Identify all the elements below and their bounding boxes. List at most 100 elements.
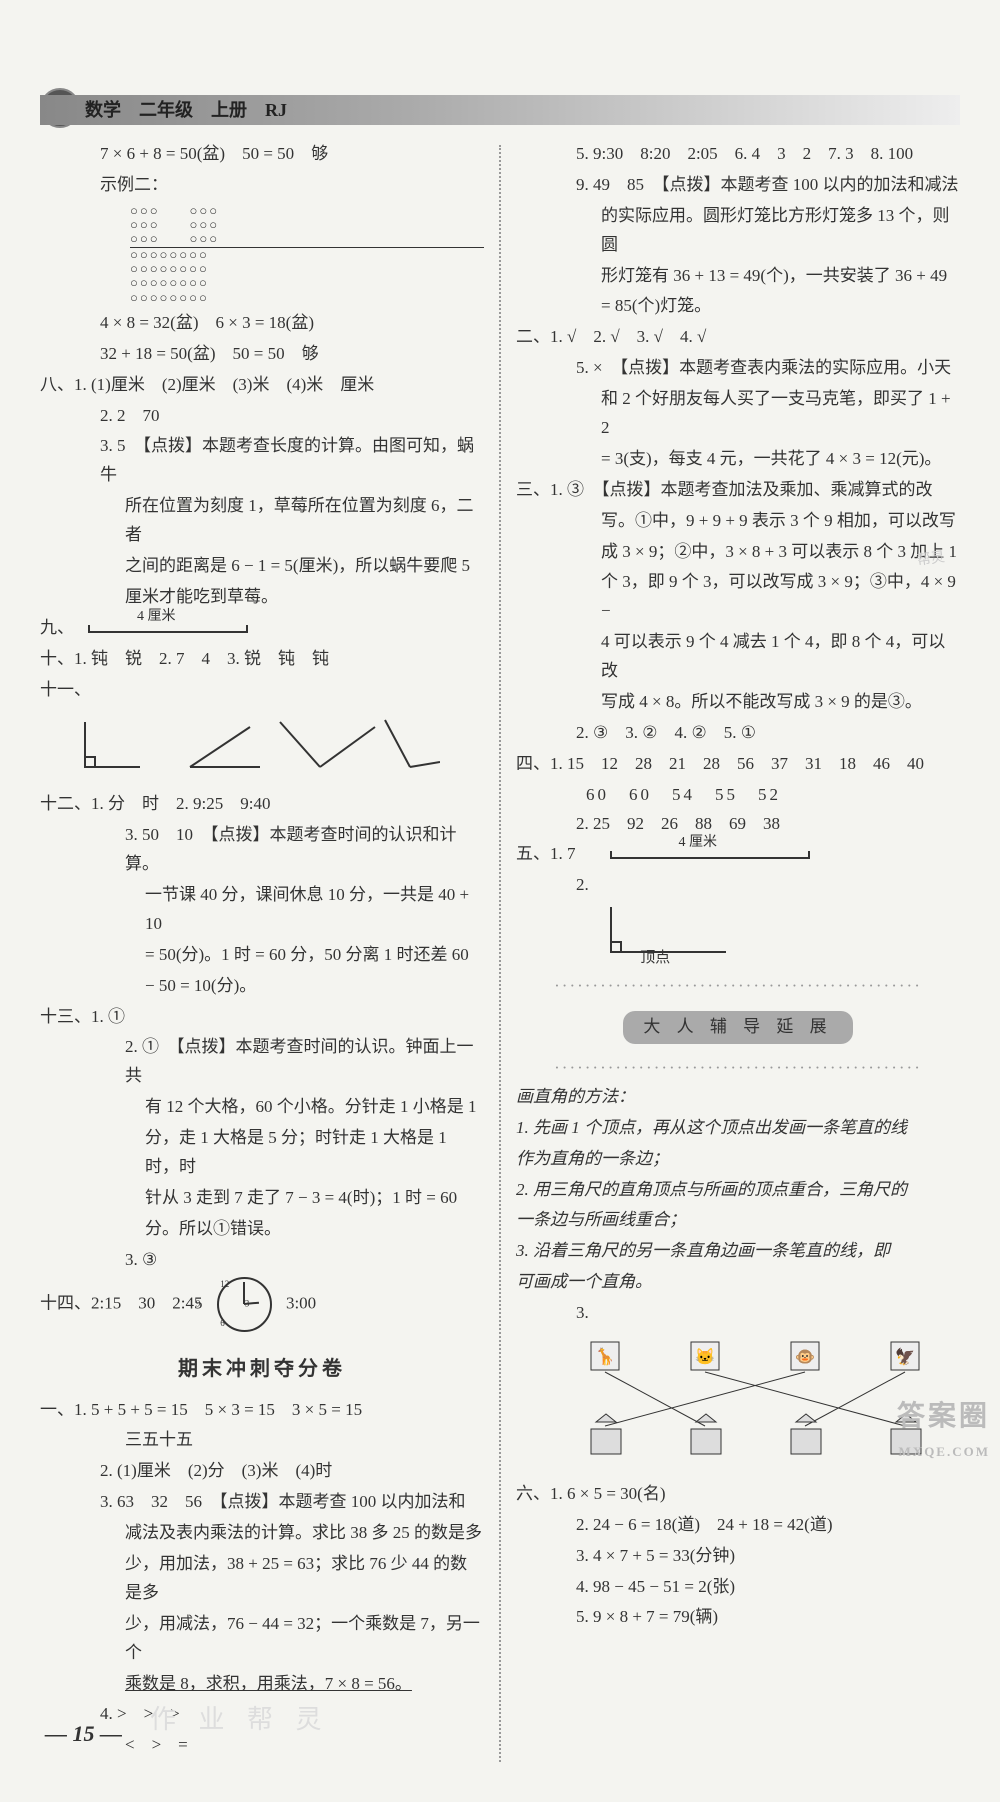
ruler-icon: 4 厘米 [610, 849, 810, 859]
section-fourteen: 十四、2:15 30 2:45 12 6 3 9 3:00 [40, 1277, 484, 1332]
label: 五、1. 7 [516, 844, 576, 863]
text-line: 2. ③ 3. ② 4. ② 5. ① [516, 719, 960, 748]
dotted-separator: ········································… [516, 1054, 960, 1083]
text-line: 4 可以表示 9 个 4 减去 1 个 4，即 8 个 4，可以改 [516, 628, 960, 686]
dot-pattern: ○○○ ○○○ ○○○ ○○○ ○○○ ○○○ ○○○○○○○○ ○○○○○○○… [130, 204, 484, 305]
text-line: 2. 用三角尺的直角顶点与所画的顶点重合，三角尺的 [516, 1176, 960, 1205]
s14-text-b: 3:00 [286, 1293, 316, 1312]
pattern-row: ○○○○○○○○ [130, 276, 484, 290]
text-line: 三五十五 [40, 1426, 484, 1455]
text-line: 3. 沿着三角尺的另一条直角边画一条笔直的线，即 [516, 1237, 960, 1266]
text-line: 示例二： [40, 171, 484, 200]
svg-text:🦅: 🦅 [895, 1347, 915, 1366]
pattern-row: ○○○○○○○○ [130, 248, 484, 262]
text-line: 之间的距离是 6 − 1 = 5(厘米)，所以蜗牛要爬 5 [40, 552, 484, 581]
text-line: 一条边与所画线重合； [516, 1206, 960, 1235]
text-line: 二、1. √ 2. √ 3. √ 4. √ [516, 323, 960, 352]
svg-text:🐱: 🐱 [695, 1348, 715, 1366]
right-column: 5. 9:30 8:20 2:05 6. 4 3 2 7. 3 8. 100 9… [501, 140, 960, 1762]
text-line: 5. × 【点拨】本题考查表内乘法的实际应用。小天 [516, 354, 960, 383]
text-line: 5. 9 × 8 + 7 = 79(辆) [516, 1603, 960, 1632]
section-nine: 九、 4 厘米 [40, 614, 484, 643]
two-column-content: 7 × 6 + 8 = 50(盆) 50 = 50 够 示例二： ○○○ ○○○… [40, 140, 960, 1762]
text-line: 和 2 个好朋友每人买了一支马克笔，即买了 1 + 2 [516, 385, 960, 443]
text-line: 3. 5 【点拨】本题考查长度的计算。由图可知，蜗牛 [40, 432, 484, 490]
text-line: 八、1. (1)厘米 (2)厘米 (3)米 (4)米 厘米 [40, 371, 484, 400]
text-line: 4. 98 − 45 − 51 = 2(张) [516, 1573, 960, 1602]
text-line: 作为直角的一条边； [516, 1145, 960, 1174]
pattern-row: ○○○○○○○○ [130, 262, 484, 276]
text-line: 画直角的方法： [516, 1083, 960, 1112]
text-line: 十、1. 钝 锐 2. 7 4 3. 锐 钝 钝 [40, 645, 484, 674]
text-line: 少，用加法，38 + 25 = 63；求比 76 少 44 的数是多 [40, 1550, 484, 1608]
text-line: 十二、1. 分 时 2. 9:25 9:40 [40, 790, 484, 819]
text-line: 2. 2 70 [40, 402, 484, 431]
text-line: 减法及表内乘法的计算。求比 38 多 25 的数是多 [40, 1519, 484, 1548]
text-line: 3. 63 32 56 【点拨】本题考查 100 以内加法和 [40, 1488, 484, 1517]
pattern-row: ○○○ ○○○ [130, 232, 484, 246]
text-line: = 50(分)。1 时 = 60 分，50 分离 1 时还差 60 [40, 941, 484, 970]
text-line: 3. [516, 1299, 960, 1328]
ruler-label: 4 厘米 [703, 831, 718, 855]
text-line: 4 × 8 = 32(盆) 6 × 3 = 18(盆) [40, 309, 484, 338]
text-line: 分，走 1 大格是 5 分；时针走 1 大格是 1 时，时 [40, 1124, 484, 1182]
text-line: 厘米才能吃到草莓。 [40, 583, 484, 612]
text-line: 个 3，即 9 个 3，可以改写成 3 × 9；③中，4 × 9 − [516, 568, 960, 626]
text-line: 分。所以①错误。 [40, 1215, 484, 1244]
text-line: 一节课 40 分，课间休息 10 分，一共是 40 + 10 [40, 881, 484, 939]
vertex-label: 顶点 [640, 950, 670, 966]
right-angle-diagram: 顶点 [596, 902, 960, 972]
text-line: 2. 25 92 26 88 69 38 [516, 810, 960, 839]
text-line: 32 + 18 = 50(盆) 50 = 50 够 [40, 340, 484, 369]
seal-stamp: 帮灵 [915, 546, 946, 573]
text-line: 2. [516, 871, 960, 900]
text-line: 所在位置为刻度 1，草莓所在位置为刻度 6，二者 [40, 492, 484, 550]
text-line: 乘数是 8，求积，用乘法，7 × 8 = 56。 [40, 1670, 484, 1699]
text-line: 2. (1)厘米 (2)分 (3)米 (4)时 [40, 1457, 484, 1486]
page-number: — 15 — [45, 1715, 122, 1752]
text-line: 十一、 [40, 676, 484, 705]
data-row: 60 60 54 55 52 [516, 781, 960, 810]
text-line: = 3(支)，每支 4 元，一共花了 4 × 3 = 12(元)。 [516, 445, 960, 474]
angles-svg [80, 712, 440, 772]
pattern-row: ○○○ ○○○ [130, 218, 484, 232]
text-line: = 85(个)灯笼。 [516, 292, 960, 321]
pattern-row: ○○○ ○○○ [130, 204, 484, 218]
section-five-1: 五、1. 7 4 厘米 [516, 840, 960, 869]
text-line: 2. ① 【点拨】本题考查时间的认识。钟面上一共 [40, 1033, 484, 1091]
wm-text: 答案圈 [897, 1401, 990, 1432]
text-line: 有 12 个大格，60 个小格。分针走 1 小格是 1 [40, 1093, 484, 1122]
text-line: 5. 9:30 8:20 2:05 6. 4 3 2 7. 3 8. 100 [516, 140, 960, 169]
text-line: 可画成一个直角。 [516, 1268, 960, 1297]
pill-label: 大 人 辅 导 延 展 [623, 1011, 852, 1044]
watermark-faint: 作 业 帮 灵 [150, 1698, 330, 1742]
section-pill: 大 人 辅 导 延 展 [516, 1011, 960, 1044]
angles-diagram [80, 712, 484, 782]
text-line: 写。①中，9 + 9 + 9 表示 3 个 9 相加，可以改写 [516, 507, 960, 536]
section-title: 期末冲刺夺分卷 [40, 1352, 484, 1386]
left-column: 7 × 6 + 8 = 50(盆) 50 = 50 够 示例二： ○○○ ○○○… [40, 140, 499, 1762]
page: ★ 数学 二年级 上册 RJ 7 × 6 + 8 = 50(盆) 50 = 50… [0, 0, 1000, 1802]
ruler-label: 4 厘米 [161, 605, 176, 629]
right-angle-svg [596, 902, 746, 962]
ruler-icon: 4 厘米 [88, 623, 248, 633]
clock-icon: 12 6 3 9 [217, 1277, 272, 1332]
text-line: 1. 先画 1 个顶点，再从这个顶点出发画一条笔直的线 [516, 1114, 960, 1143]
s14-text-a: 十四、2:15 30 2:45 [40, 1293, 202, 1312]
text-line: 四、1. 15 12 28 21 28 56 37 31 18 46 40 [516, 750, 960, 779]
text-line: 3. 4 × 7 + 5 = 33(分钟) [516, 1542, 960, 1571]
text-line: 的实际应用。圆形灯笼比方形灯笼多 13 个，则圆 [516, 202, 960, 260]
dotted-separator: ········································… [516, 972, 960, 1001]
wm-url: MXQE.COM [897, 1441, 990, 1463]
text-line: 十三、1. ① [40, 1003, 484, 1032]
text-line: 2. 24 − 6 = 18(道) 24 + 18 = 42(道) [516, 1511, 960, 1540]
text-line: 一、1. 5 + 5 + 5 = 15 5 × 3 = 15 3 × 5 = 1… [40, 1396, 484, 1425]
text-line: 成 3 × 9；②中，3 × 8 + 3 可以表示 8 个 3 加上 1 [516, 538, 960, 567]
text-line: 形灯笼有 36 + 13 = 49(个)，一共安装了 36 + 49 [516, 262, 960, 291]
text-line: 六、1. 6 × 5 = 30(名) [516, 1480, 960, 1509]
label: 九、 [40, 618, 74, 637]
svg-text:🐵: 🐵 [795, 1349, 815, 1366]
watermark-corner: 答案圈 MXQE.COM [897, 1393, 990, 1463]
text-line: 7 × 6 + 8 = 50(盆) 50 = 50 够 [40, 140, 484, 169]
header-bar: 数学 二年级 上册 RJ [40, 95, 960, 125]
